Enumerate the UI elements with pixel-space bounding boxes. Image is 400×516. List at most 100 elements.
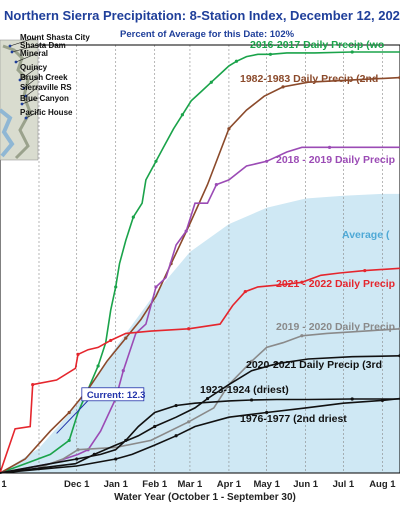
station-pointer-3 — [19, 66, 39, 81]
series-2-point-12 — [184, 229, 188, 233]
current-label: Current: 12.3 — [87, 390, 146, 401]
series-6-point-6 — [124, 438, 128, 443]
x-tick-label-4: Mar 1 — [178, 479, 204, 490]
series-2-point-21 — [327, 145, 332, 149]
series-5-point-12 — [275, 362, 279, 366]
x-tick-label-8: Jul 1 — [333, 479, 355, 490]
station-pointer-5 — [25, 86, 39, 97]
series-3-point-12 — [187, 327, 191, 331]
series-7-point-6 — [174, 434, 178, 438]
station-label-2: Mineral — [20, 49, 48, 58]
series-4-point-3 — [76, 448, 80, 452]
series-label-5: 2020-2021 Daily Precip (3rd — [246, 359, 382, 371]
series-3: 2021 - 2022 Daily Precip — [0, 267, 400, 474]
series-4-point-9 — [249, 359, 254, 363]
x-axis-label: Water Year (October 1 - September 30) — [114, 492, 296, 503]
current-label-box — [81, 387, 145, 402]
station-label-4: Brush Creek — [20, 73, 68, 82]
series-5-point-9 — [205, 396, 210, 401]
series-0-point-24 — [234, 59, 239, 63]
station-dot-6 — [20, 102, 24, 106]
station-dot-7 — [24, 116, 28, 120]
x-tick-label-2: Jan 1 — [104, 479, 129, 490]
series-3-point-9 — [109, 338, 113, 343]
station-label-6: Blue Canyon — [20, 94, 69, 103]
series-2-point-6 — [121, 369, 125, 373]
plot-area: 2016-2017 Daily Precip (wo 1982-1983 Dail… — [0, 39, 400, 474]
series-0-point-18 — [180, 113, 184, 117]
series-2-point-15 — [214, 182, 218, 187]
average-label: Average ( — [342, 229, 390, 241]
chart-title: Northern Sierra Precipitation: 8-Station… — [4, 8, 400, 23]
series-line-3 — [0, 267, 400, 474]
series-line-5 — [0, 355, 400, 474]
series-0-point-27 — [268, 52, 273, 56]
series-0-point-9 — [114, 285, 118, 289]
station-label-1: Shasta Dam — [20, 41, 66, 50]
station-pointer-6 — [21, 97, 39, 105]
series-3-point-18 — [300, 280, 304, 284]
series-4-point-6 — [187, 420, 191, 424]
series-line-2 — [0, 146, 400, 474]
series-line-7 — [0, 397, 400, 474]
map-inset — [0, 39, 39, 161]
series-0-point-30 — [350, 50, 354, 54]
station-dot-4 — [22, 86, 26, 90]
station-pointer-7 — [25, 111, 39, 119]
x-tick-label-0: 1 — [1, 479, 7, 490]
series-line-6 — [0, 398, 400, 474]
station-pointer-2 — [15, 52, 39, 63]
series-6-point-9 — [174, 403, 178, 408]
average-area — [0, 193, 400, 473]
series-3-point-6 — [76, 352, 80, 356]
series-1-point-3 — [67, 410, 71, 415]
station-dot-2 — [14, 60, 18, 64]
station-dot-3 — [18, 78, 22, 82]
series-3-point-15 — [243, 289, 247, 294]
series-label-7: 1976-1977 (2nd driest — [240, 413, 347, 425]
x-tick-label-3: Feb 1 — [142, 479, 168, 490]
x-tick-label-5: Apr 1 — [217, 479, 242, 490]
current-marker: Current: 12.3 — [56, 387, 146, 434]
series-1-point-6 — [124, 336, 128, 340]
station-label-5: Sierraville RS — [20, 83, 72, 92]
series-layer: 2016-2017 Daily Precip (wo 1982-1983 Dail… — [0, 39, 400, 474]
x-tick-label-7: Jun 1 — [293, 479, 319, 490]
current-pointer — [56, 400, 89, 434]
station-label-0: Mount Shasta City — [20, 33, 90, 42]
series-label-2: 2018 - 2019 Daily Precip — [276, 154, 395, 166]
series-4-point-12 — [300, 334, 304, 338]
series-0-point-21 — [209, 80, 213, 84]
series-4: 2019 - 2020 Daily Precip — [0, 321, 400, 474]
station-pointer-1 — [11, 44, 39, 53]
series-7-point-12 — [380, 398, 384, 403]
series-2-point-18 — [265, 159, 269, 163]
series-label-4: 2019 - 2020 Daily Precip — [276, 321, 395, 333]
chart-subtitle: Percent of Average for this Date: 102% — [120, 29, 295, 40]
x-tick-label-9: Aug 1 — [369, 479, 396, 490]
series-6-point-15 — [350, 397, 354, 401]
series-7-point-9 — [265, 410, 269, 415]
series-7-point-3 — [114, 457, 118, 461]
series-7: 1976-1977 (2nd driest — [0, 397, 400, 474]
station-dot-0 — [8, 44, 12, 48]
series-6-point-3 — [75, 457, 79, 461]
series-6-point-12 — [249, 398, 254, 402]
series-label-1: 1982-1983 Daily Precip (2nd — [240, 73, 378, 85]
series-0-point-12 — [131, 215, 135, 219]
series-label-3: 2021 - 2022 Daily Precip — [276, 278, 395, 290]
x-axis-ticks: 1 Dec 1 Jan 1 Feb 1 Mar 1 Apr 1 May 1 Jun 1 Jul … — [1, 479, 396, 490]
series-5-point-6 — [153, 424, 157, 429]
station-label-7: Pacific House — [20, 108, 73, 117]
station-label-3: Quincy — [20, 63, 48, 72]
series-3-point-3 — [31, 383, 35, 387]
series-3-point-21 — [363, 269, 367, 273]
series-label-6: 1923-1924 (driest) — [200, 384, 289, 396]
map-terrain — [2, 44, 32, 160]
station-pointer-4 — [23, 76, 39, 89]
series-6: 1923-1924 (driest) — [0, 384, 400, 474]
series-line-4 — [0, 328, 400, 474]
station-pointer-0 — [9, 36, 39, 47]
plot-frame — [0, 44, 400, 474]
